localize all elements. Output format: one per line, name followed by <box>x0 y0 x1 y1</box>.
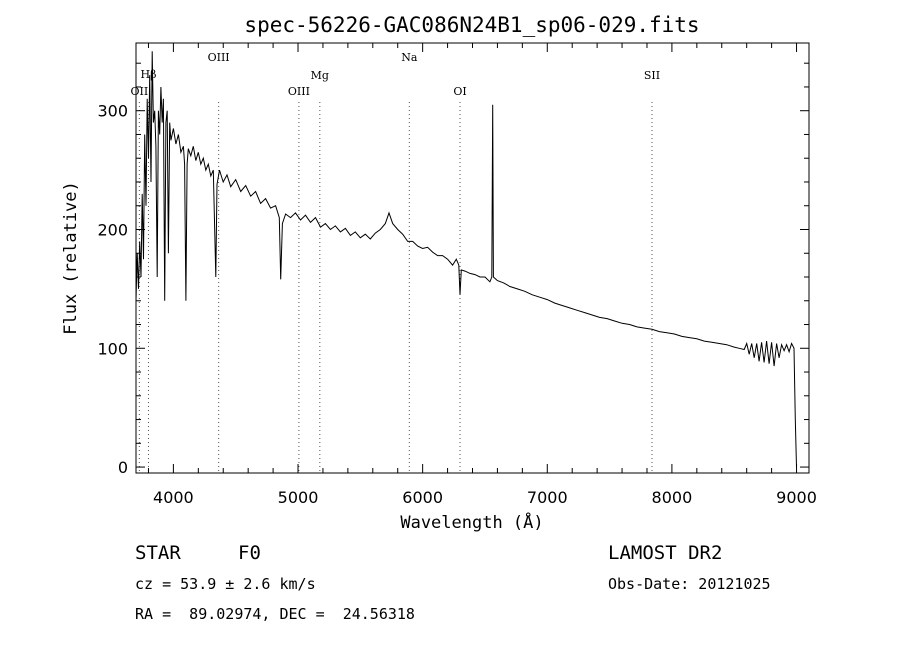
axis-ticks: 4000 5000 6000 7000 8000 9000 0 100 200 300 <box>97 43 817 507</box>
survey-name: LAMOST DR2 <box>608 542 723 564</box>
marker-label: SII <box>644 69 660 82</box>
y-tick-label: 200 <box>97 220 128 239</box>
spectrum-line <box>135 51 797 468</box>
chart-title: spec-56226-GAC086N24B1_sp06-029.fits <box>244 13 699 37</box>
marker-label: OI <box>453 85 466 98</box>
x-tick-label: 4000 <box>153 488 194 507</box>
x-tick-label: 6000 <box>402 488 443 507</box>
marker-label: Hβ <box>140 68 156 81</box>
y-axis-label: Flux (relative) <box>61 181 81 335</box>
plot-frame <box>135 42 810 474</box>
x-tick-label: 7000 <box>527 488 568 507</box>
x-tick-label: 9000 <box>776 488 817 507</box>
observation-date: Obs-Date: 20121025 <box>608 575 771 593</box>
marker-label: Mg <box>311 69 329 82</box>
redshift-velocity: cz = 53.9 ± 2.6 km/s <box>135 575 316 593</box>
x-tick-label: 5000 <box>278 488 319 507</box>
x-tick-label: 8000 <box>652 488 693 507</box>
x-axis-label: Wavelength (Å) <box>400 511 543 533</box>
y-tick-label: 0 <box>118 458 128 477</box>
marker-label: OII <box>131 85 149 98</box>
object-type: STAR <box>135 542 181 564</box>
marker-label: OIII <box>208 51 230 64</box>
marker-label: Na <box>401 51 418 64</box>
y-tick-label: 100 <box>97 339 128 358</box>
marker-label: OIII <box>288 85 310 98</box>
ra-dec-coordinates: RA = 89.02974, DEC = 24.56318 <box>135 605 415 623</box>
y-tick-label: 300 <box>97 102 128 121</box>
spectral-class: F0 <box>238 542 261 564</box>
